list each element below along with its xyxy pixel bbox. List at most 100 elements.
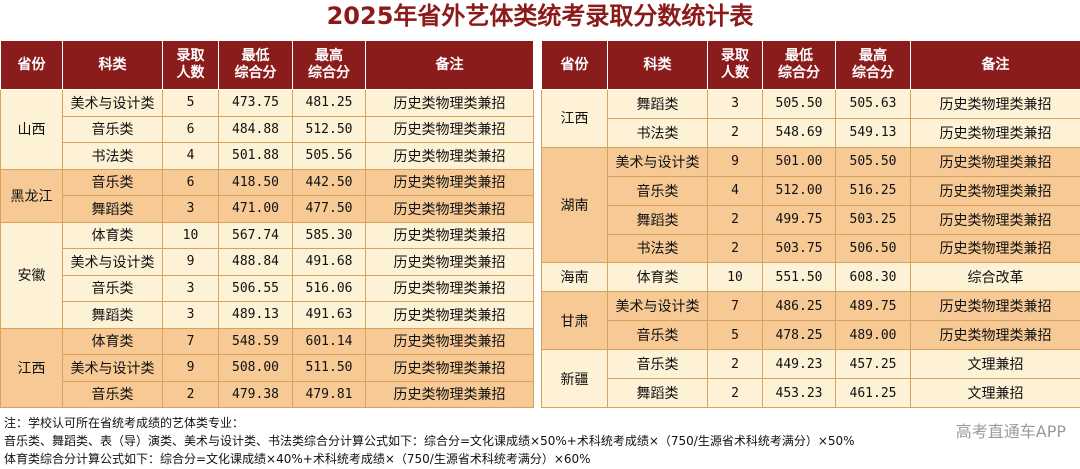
subject: 音乐类: [62, 168, 163, 196]
note-line: 注：学校认可所在省统考成绩的艺体类专业：: [4, 416, 245, 430]
min-score: 501.00: [762, 146, 836, 177]
header-cell: 最高 综合分: [292, 40, 366, 90]
subject: 体育类: [607, 262, 708, 293]
max-score: 491.68: [292, 248, 366, 276]
min-score: 478.25: [762, 320, 836, 351]
count: 3: [162, 274, 219, 302]
table-row: 音乐类 2 479.38 479.81 历史类物理类兼招: [1, 380, 534, 408]
subject: 音乐类: [607, 175, 708, 206]
min-score: 418.50: [218, 168, 293, 196]
header-row: 省份 科类 录取 人数 最低 综合分 最高 综合分 备注: [541, 40, 1080, 90]
min-score: 499.75: [762, 204, 836, 235]
subject: 舞蹈类: [607, 378, 708, 408]
remark: 历史类物理类兼招: [365, 327, 534, 355]
count: 3: [162, 301, 219, 329]
min-score: 488.84: [218, 248, 293, 276]
count: 7: [162, 327, 219, 355]
subject: 舞蹈类: [607, 204, 708, 235]
remark: 历史类物理类兼招: [910, 233, 1080, 264]
remark: 历史类物理类兼招: [365, 380, 534, 408]
min-score: 503.75: [762, 233, 836, 264]
max-score: 481.25: [292, 89, 366, 117]
count: 7: [707, 291, 763, 322]
min-score: 473.75: [218, 89, 293, 117]
province: 湖南: [541, 146, 608, 264]
subject: 美术与设计类: [62, 248, 163, 276]
subject: 美术与设计类: [607, 291, 708, 322]
province: 山西: [0, 89, 63, 170]
table-row: 湖南 美术与设计类 9 501.00 505.50 历史类物理类兼招: [541, 146, 1080, 264]
header-row: 省份 科类 录取 人数 最低 综合分 最高 综合分 备注: [0, 40, 534, 90]
remark: 历史类物理类兼招: [910, 117, 1080, 148]
notes: 注：学校认可所在省统考成绩的艺体类专业： 音乐类、舞蹈类、表（导）演类、美术与设计…: [4, 414, 855, 468]
min-score: 505.50: [762, 89, 836, 119]
min-score: 453.23: [762, 378, 836, 408]
count: 4: [162, 142, 219, 170]
table-row: 音乐类 4 512.00 516.25 历史类物理类兼招: [542, 175, 1080, 206]
table-row: 美术与设计类 9 488.84 491.68 历史类物理类兼招: [1, 248, 534, 276]
min-score: 512.00: [762, 175, 836, 206]
max-score: 516.25: [835, 175, 911, 206]
subject: 音乐类: [62, 274, 163, 302]
min-score: 486.25: [762, 291, 836, 322]
count: 2: [707, 349, 763, 380]
count: 9: [162, 354, 219, 382]
max-score: 506.50: [835, 233, 911, 264]
min-score: 551.50: [762, 262, 836, 293]
remark: 历史类物理类兼招: [365, 115, 534, 143]
max-score: 512.50: [292, 115, 366, 143]
header-cell: 录取 人数: [707, 40, 763, 90]
max-score: 511.50: [292, 354, 366, 382]
table-row: 甘肃 美术与设计类 7 486.25 489.75 历史类物理类兼招: [541, 291, 1080, 351]
remark: 文理兼招: [910, 378, 1080, 408]
min-score: 489.13: [218, 301, 293, 329]
table-row: 江西 体育类 7 548.59 601.14 历史类物理类兼招: [0, 327, 534, 408]
title: 2025年省外艺体类统考录取分数统计表: [326, 2, 754, 30]
table-row: 舞蹈类 3 471.00 477.50 历史类物理类兼招: [1, 195, 534, 223]
table-row: 海南 体育类 10 551.50 608.30 综合改革: [541, 262, 1080, 293]
header-cell: 科类: [62, 40, 163, 90]
count: 2: [707, 117, 763, 148]
province: 黑龙江: [0, 168, 63, 223]
count: 6: [162, 115, 219, 143]
remark: 历史类物理类兼招: [365, 195, 534, 223]
count: 10: [707, 262, 763, 293]
count: 5: [707, 320, 763, 351]
subject: 音乐类: [607, 320, 708, 351]
table-row: 书法类 2 503.75 506.50 历史类物理类兼招: [542, 233, 1080, 264]
count: 5: [162, 89, 219, 117]
max-score: 505.50: [835, 146, 911, 177]
min-score: 501.88: [218, 142, 293, 170]
count: 3: [162, 195, 219, 223]
table-row: 书法类 4 501.88 505.56 历史类物理类兼招: [1, 142, 534, 170]
count: 10: [162, 221, 219, 249]
header-cell: 录取 人数: [162, 40, 219, 90]
min-score: 508.00: [218, 354, 293, 382]
subject: 书法类: [607, 117, 708, 148]
remark: 历史类物理类兼招: [910, 291, 1080, 322]
remark: 历史类物理类兼招: [365, 354, 534, 382]
subject: 舞蹈类: [62, 195, 163, 223]
table-row: 书法类 2 548.69 549.13 历史类物理类兼招: [542, 117, 1080, 148]
max-score: 608.30: [835, 262, 911, 293]
subject: 书法类: [607, 233, 708, 264]
max-score: 601.14: [292, 327, 366, 355]
subject: 音乐类: [62, 115, 163, 143]
header-cell: 备注: [365, 40, 534, 90]
count: 9: [162, 248, 219, 276]
score-table: 省份 科类 录取 人数 最低 综合分 最高 综合分 备注 山西 美术与设计类 5 473.75 48…: [0, 40, 534, 408]
max-score: 477.50: [292, 195, 366, 223]
remark: 历史类物理类兼招: [910, 204, 1080, 235]
max-score: 489.00: [835, 320, 911, 351]
subject: 书法类: [62, 142, 163, 170]
count: 2: [707, 204, 763, 235]
subject: 音乐类: [62, 380, 163, 408]
max-score: 516.06: [292, 274, 366, 302]
min-score: 449.23: [762, 349, 836, 380]
remark: 历史类物理类兼招: [910, 320, 1080, 351]
table-row: 黑龙江 音乐类 6 418.50 442.50 历史类物理类兼招: [0, 168, 534, 223]
province: 江西: [541, 89, 608, 148]
max-score: 505.63: [835, 89, 911, 119]
table-row: 安徽 体育类 10 567.74 585.30 历史类物理类兼招: [0, 221, 534, 329]
province: 安徽: [0, 221, 63, 329]
